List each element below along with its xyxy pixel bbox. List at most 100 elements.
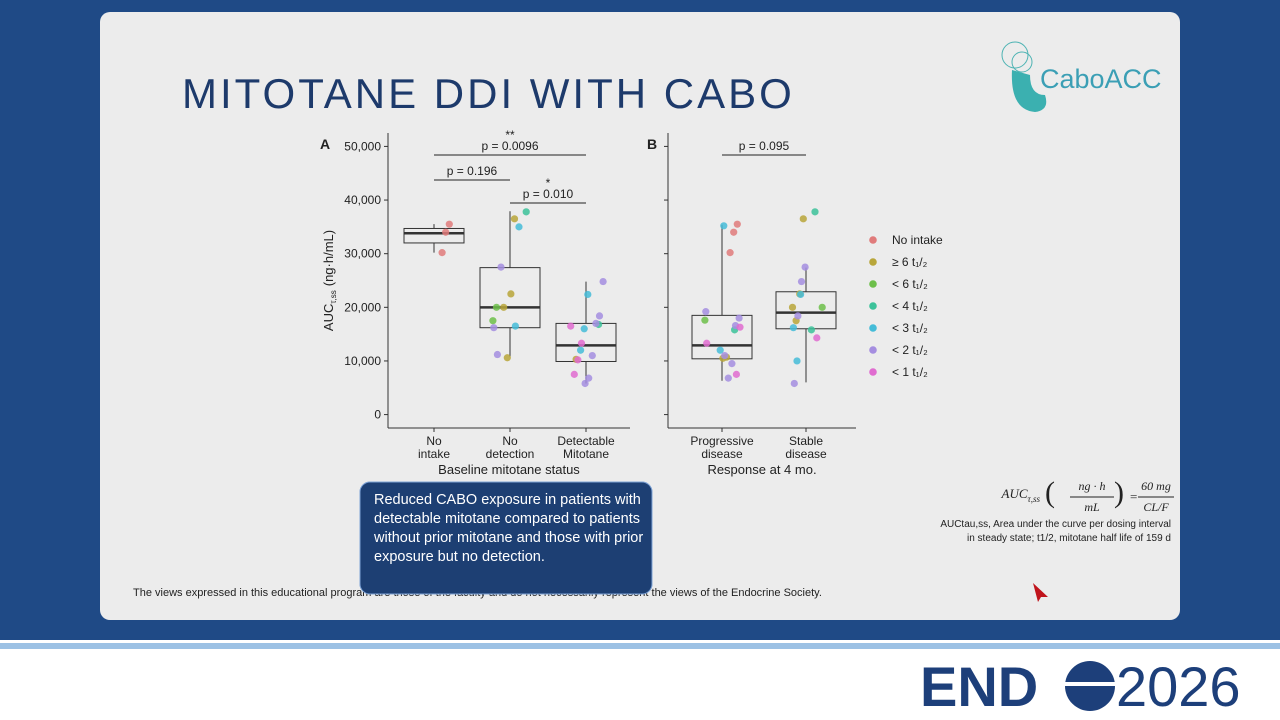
point [813, 334, 821, 342]
point [789, 324, 798, 332]
point [438, 249, 446, 257]
point [732, 370, 741, 378]
formula-unit-num: ng · h [1079, 479, 1106, 493]
brand-globe-band [1062, 682, 1118, 686]
point [702, 308, 710, 316]
legend-swatch [869, 280, 877, 288]
slide-title: MITOTANE DDI WITH CABO [182, 70, 795, 117]
point [511, 322, 519, 330]
point [585, 374, 593, 382]
cursor [1033, 583, 1048, 602]
y-tick-label: 0 [374, 408, 381, 422]
footnote-line: AUCtau,ss, Area under the curve per dosi… [940, 519, 1171, 530]
y-axis-label: AUCτ,ss (ng·h/mL) [321, 230, 338, 331]
point [811, 208, 819, 216]
y-tick-label: 10,000 [344, 354, 381, 368]
point [581, 379, 589, 388]
point [726, 249, 734, 257]
x-tick-line: intake [418, 447, 450, 461]
x-axis-label: Baseline mitotane status [438, 462, 580, 477]
formula-lhs-sub: τ,ss [1028, 494, 1041, 504]
point [794, 312, 802, 320]
formula-unit-den: mL [1084, 500, 1100, 514]
legend-label: < 4 t₁/₂ [892, 299, 928, 313]
point [724, 374, 732, 382]
point [797, 290, 805, 299]
footnote-line: in steady state; t1/2, mitotane half lif… [967, 533, 1171, 544]
legend-label: < 3 t₁/₂ [892, 321, 928, 335]
x-tick-line: disease [701, 447, 743, 461]
point [515, 223, 523, 231]
point [703, 339, 711, 347]
x-tick-line: detection [486, 447, 535, 461]
paren: ) [1114, 476, 1124, 509]
point [492, 303, 501, 311]
y-label-main: AUC [321, 304, 336, 331]
logo-ring [1001, 41, 1029, 69]
point [500, 303, 508, 311]
box-body [479, 267, 541, 329]
y-tick-label: 30,000 [344, 247, 381, 261]
panel-label: A [320, 136, 330, 152]
y-tick-label: 20,000 [344, 300, 381, 314]
x-tick-line: Progressive [690, 434, 754, 448]
point [701, 316, 709, 324]
point [599, 277, 607, 286]
x-tick-line: Stable [789, 434, 823, 448]
footer-stripe [0, 643, 1280, 649]
point [595, 312, 604, 320]
point [490, 324, 498, 332]
legend-swatch [869, 346, 877, 354]
p-value: p = 0.010 [523, 187, 574, 201]
legend-label: No intake [892, 233, 943, 247]
legend-label: < 6 t₁/₂ [892, 277, 928, 291]
formula-lhs-main: AUC [1001, 486, 1028, 501]
y-tick-label: 40,000 [344, 193, 381, 207]
formula-rhs-den: CL/F [1143, 500, 1169, 514]
legend-label: < 2 t₁/₂ [892, 343, 928, 357]
x-tick-line: No [502, 434, 518, 448]
formula-rhs-num: 60 mg [1141, 479, 1171, 493]
point [503, 354, 511, 362]
point [807, 326, 816, 334]
significance-stars: ** [505, 128, 515, 142]
legend-swatch [869, 236, 877, 244]
slide-card [100, 12, 1180, 620]
significance-stars: * [546, 176, 551, 190]
point [592, 319, 600, 328]
brand-left: END [920, 655, 1038, 718]
callout-text: Reduced CABO exposure in patients with d… [374, 492, 644, 565]
paren: ( [1045, 476, 1055, 509]
point [577, 339, 586, 347]
logo-shape [1011, 70, 1047, 112]
p-value: p = 0.196 [447, 164, 498, 178]
x-tick-line: Mitotane [563, 447, 609, 461]
point [736, 323, 744, 331]
point [588, 351, 596, 360]
point [799, 215, 807, 223]
point [716, 346, 724, 354]
panel-label: B [647, 136, 657, 152]
point [790, 379, 798, 388]
point [733, 220, 741, 228]
legend-swatch [869, 302, 877, 310]
x-tick-label: No intake [418, 434, 450, 461]
point [510, 215, 519, 223]
point [522, 208, 530, 216]
logo-ring [1011, 51, 1033, 73]
logo-text: CaboACC [1040, 64, 1162, 94]
point [489, 317, 497, 325]
point [728, 360, 736, 368]
point [497, 263, 505, 271]
legend-swatch [869, 368, 877, 376]
point [584, 290, 592, 299]
box-body [775, 291, 837, 330]
point [493, 350, 501, 359]
p-value: p = 0.095 [739, 139, 790, 153]
brand-right: 2026 [1116, 655, 1241, 718]
x-tick-line: No [426, 434, 442, 448]
equals: = [1130, 489, 1137, 504]
point [793, 357, 801, 365]
